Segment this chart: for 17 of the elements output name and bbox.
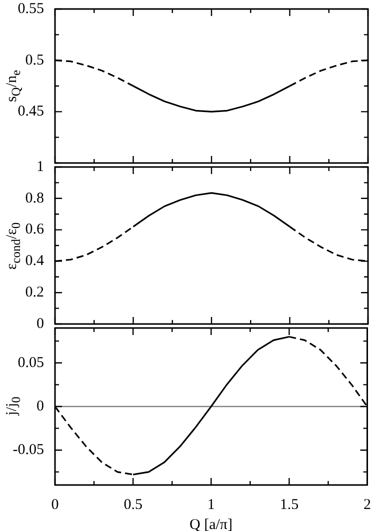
y-tick-label: 0.45 [18, 104, 44, 120]
y-tick-label: 0.05 [18, 354, 44, 371]
y-tick-label: -0.05 [12, 442, 44, 458]
y-tick-label: 1 [36, 158, 44, 175]
y-tick-label: 0.5 [25, 52, 44, 68]
y-tick-label: 0.8 [25, 190, 44, 206]
x-tick-label: 1.5 [280, 496, 299, 513]
y-tick-label: 0.6 [25, 222, 44, 238]
y-tick-label: 0.55 [18, 0, 44, 17]
y-tick-label: 0 [36, 398, 44, 414]
x-tick-label: 0.5 [124, 496, 142, 513]
y-tick-label: 0.4 [25, 253, 44, 270]
y-tick-label: 0 [36, 316, 44, 332]
x-tick-label: 2 [364, 496, 371, 513]
x-tick-label: 0 [51, 496, 59, 513]
x-tick-label: 1 [207, 496, 215, 513]
y-tick-label: 0.2 [25, 284, 44, 301]
